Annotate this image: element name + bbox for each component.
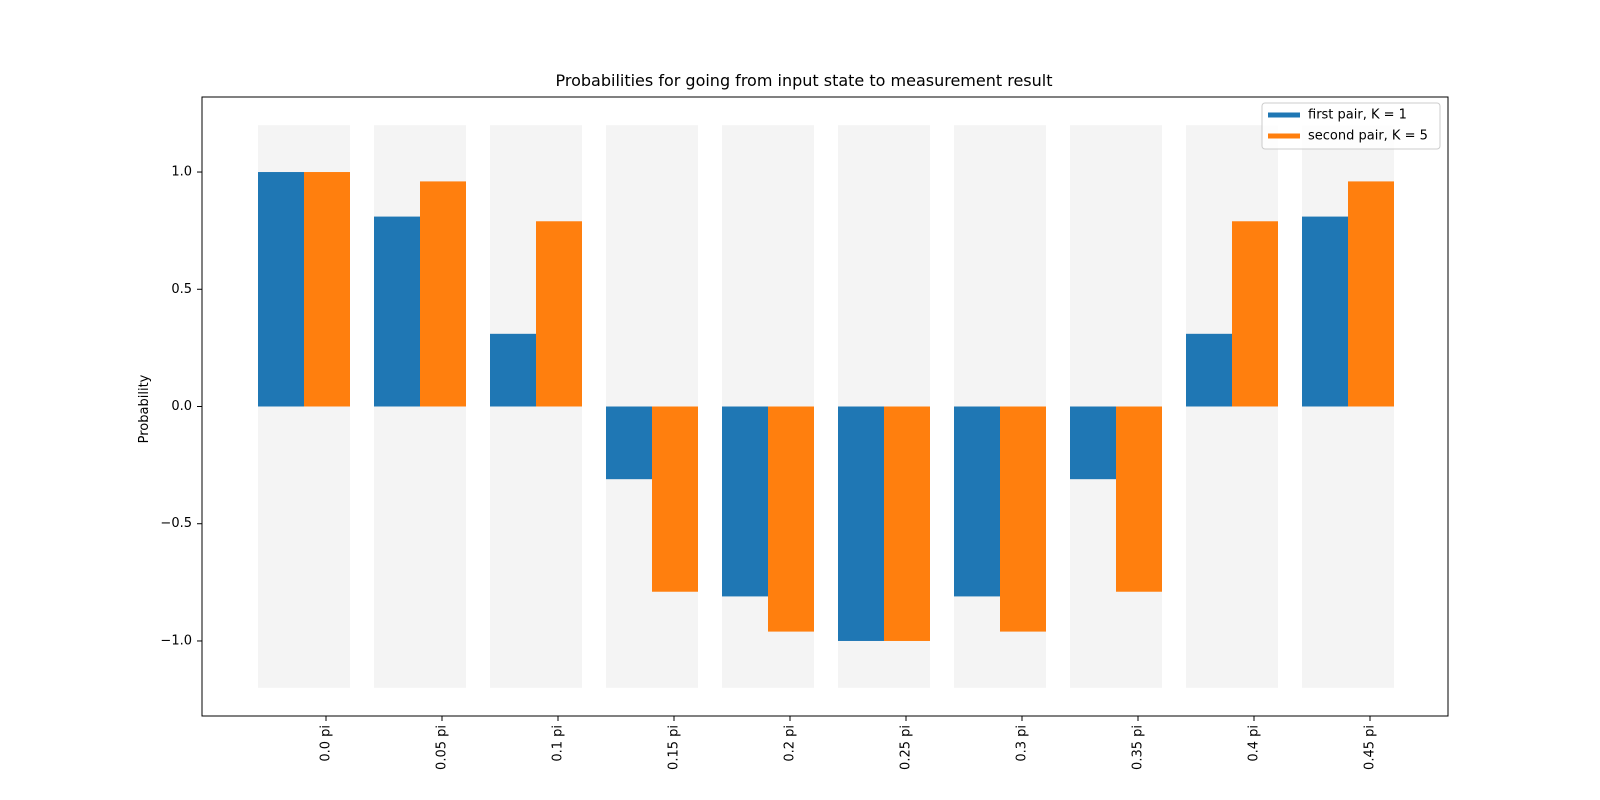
x-tick-label: 0.35 pi (1131, 725, 1146, 770)
legend-label-2: second pair, K = 5 (1308, 129, 1428, 144)
legend-label-1: first pair, K = 1 (1308, 108, 1407, 123)
bars (258, 172, 1394, 641)
bar-series-2-6 (1000, 406, 1046, 632)
x-tick-label: 0.25 pi (899, 725, 914, 770)
x-tick-label: 0.4 pi (1247, 725, 1262, 762)
bar-series-1-4 (722, 406, 768, 597)
bar-series-1-9 (1302, 216, 1348, 407)
y-tick-label: −0.5 (160, 516, 192, 531)
bar-series-1-1 (374, 216, 420, 407)
x-tick-label: 0.0 pi (319, 725, 334, 762)
bar-series-2-2 (536, 221, 582, 407)
legend: first pair, K = 1 second pair, K = 5 (1261, 102, 1441, 150)
bar-series-1-3 (606, 406, 652, 480)
x-tick-label: 0.1 pi (551, 725, 566, 762)
x-tick-label: 0.15 pi (667, 725, 682, 770)
bar-series-2-3 (652, 406, 698, 592)
chart-title: Probabilities for going from input state… (556, 71, 1053, 90)
bar-series-2-1 (420, 181, 466, 407)
bar-series-2-0 (304, 172, 350, 407)
y-axis-ticks: 1.0 0.5 0.0 −0.5 −1.0 (160, 165, 202, 648)
bar-series-2-4 (768, 406, 814, 632)
bar-series-2-8 (1232, 221, 1278, 407)
x-tick-label: 0.2 pi (783, 725, 798, 762)
bar-series-1-7 (1070, 406, 1116, 480)
x-tick-label: 0.3 pi (1015, 725, 1030, 762)
x-tick-label: 0.05 pi (435, 725, 450, 770)
x-tick-label: 0.45 pi (1363, 725, 1378, 770)
bar-series-1-5 (838, 406, 884, 641)
bar-series-2-9 (1348, 181, 1394, 407)
legend-box (1261, 102, 1441, 150)
x-axis-ticks: 0.0 pi 0.05 pi 0.1 pi 0.15 pi 0.2 pi 0.25 pi 0… (319, 716, 1378, 770)
y-tick-label: −1.0 (160, 633, 192, 648)
y-tick-label: 0.0 (171, 399, 192, 414)
y-tick-label: 1.0 (171, 165, 192, 180)
bar-series-1-6 (954, 406, 1000, 597)
bar-series-1-8 (1186, 333, 1232, 407)
bar-series-1-0 (258, 172, 304, 407)
y-axis-label: Probability (137, 374, 152, 443)
bar-series-1-2 (490, 333, 536, 407)
y-tick-label: 0.5 (171, 282, 192, 297)
bar-series-2-7 (1116, 406, 1162, 592)
bar-series-2-5 (884, 406, 930, 641)
plot-frame (201, 96, 1449, 717)
